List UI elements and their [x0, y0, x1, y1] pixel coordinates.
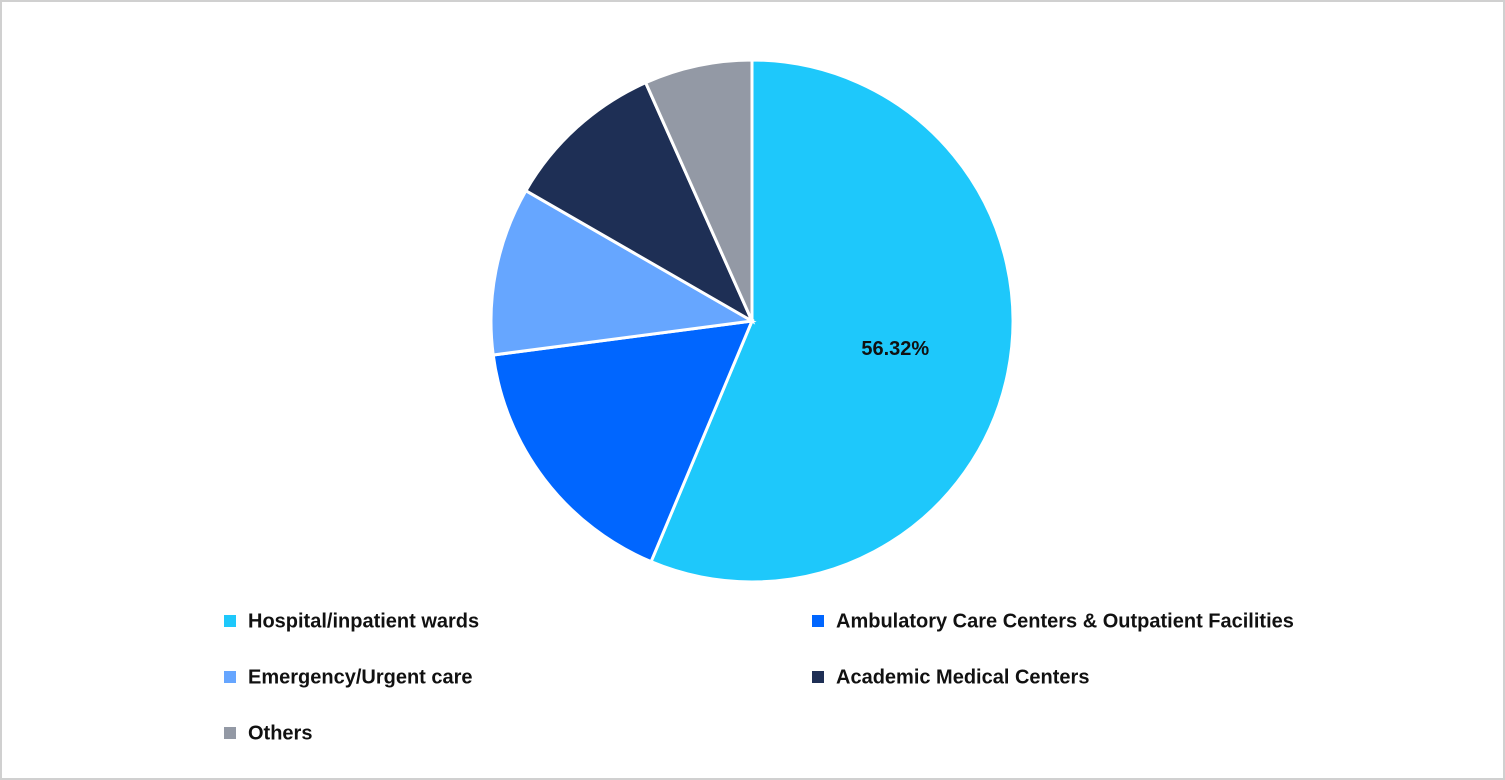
legend-swatch	[812, 671, 824, 683]
legend-label: Others	[248, 722, 312, 744]
legend-swatch	[224, 615, 236, 627]
legend-label: Ambulatory Care Centers & Outpatient Fac…	[836, 610, 1294, 632]
pie-slice	[523, 80, 756, 325]
legend-label: Emergency/Urgent care	[248, 666, 473, 688]
legend-label: Academic Medical Centers	[836, 666, 1089, 688]
data-label: 56.32%	[861, 338, 929, 360]
legend-label: Hospital/inpatient wards	[248, 610, 479, 632]
pie-slice	[489, 188, 757, 357]
pie-slice	[649, 58, 1015, 584]
legend-swatch	[812, 615, 824, 627]
legend-swatch	[224, 727, 236, 739]
pie-slice	[491, 319, 755, 564]
pie-slice	[643, 58, 754, 322]
legend-swatch	[224, 671, 236, 683]
